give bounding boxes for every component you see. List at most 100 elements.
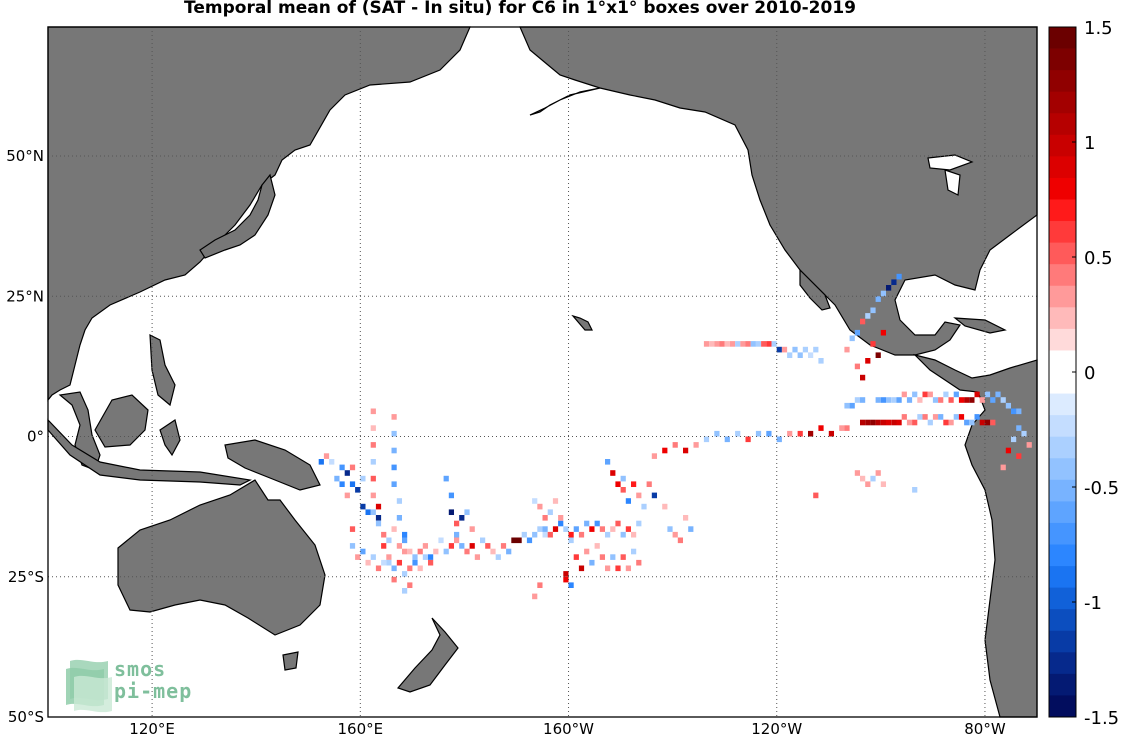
heatmap-cell <box>818 358 824 364</box>
colorbar-segment <box>1049 27 1076 49</box>
heatmap-cell <box>454 537 460 544</box>
heatmap-cell <box>495 554 501 560</box>
heatmap-cell <box>1016 425 1022 431</box>
heatmap-cell <box>667 526 673 532</box>
heatmap-cell <box>865 481 871 488</box>
heatmap-cell <box>1011 436 1017 443</box>
heatmap-cell <box>651 453 658 459</box>
heatmap-cell <box>615 565 621 572</box>
heatmap-cell <box>896 419 902 426</box>
heatmap-cell <box>339 464 345 471</box>
logo-text-smos: smos <box>114 657 167 681</box>
colorbar-segment <box>1049 415 1076 438</box>
heatmap-cell <box>984 391 991 398</box>
heatmap-cell <box>719 341 725 347</box>
heatmap-cell <box>870 419 876 426</box>
heatmap-cell <box>854 397 861 403</box>
heatmap-cell <box>943 419 949 426</box>
heatmap-cell <box>1016 408 1022 415</box>
map-frame-border <box>47 26 1038 718</box>
heatmap-cell <box>729 341 736 347</box>
heatmap-cell <box>891 397 897 403</box>
heatmap-cell <box>735 341 741 347</box>
heatmap-cell <box>750 341 756 347</box>
heatmap-cell <box>537 526 543 532</box>
colorbar-segment <box>1049 501 1076 524</box>
heatmap-cell <box>474 554 481 560</box>
heatmap-cell <box>349 481 356 488</box>
heatmap-cell <box>552 526 559 532</box>
heatmap-cell <box>391 430 397 437</box>
heatmap-cell <box>589 559 595 566</box>
heatmap-cell <box>402 588 408 594</box>
heatmap-cell <box>875 470 881 476</box>
heatmap-cell <box>334 475 340 482</box>
lake-michigan <box>944 169 961 196</box>
heatmap-cell <box>912 391 918 398</box>
heatmap-cell <box>610 554 616 560</box>
colorbar-segment <box>1049 544 1076 567</box>
heatmap-cell <box>568 582 574 589</box>
heatmap-cell <box>375 515 382 521</box>
colorbar-segment <box>1049 199 1076 222</box>
colorbar-segment <box>1049 436 1076 459</box>
colorbar-segment <box>1049 264 1076 287</box>
heatmap-cell <box>568 537 574 544</box>
heatmap-cell <box>672 442 678 448</box>
heatmap-cell <box>599 526 606 532</box>
heatmap-cell <box>329 459 335 465</box>
heatmap-cell <box>448 543 455 549</box>
lat-tick-label: 25°S <box>8 568 44 586</box>
heatmap-cell <box>417 548 423 555</box>
heatmap-cell <box>563 526 569 532</box>
colorbar-segment <box>1049 479 1076 502</box>
colorbar-segment <box>1049 630 1076 653</box>
heatmap-cell <box>511 537 517 544</box>
landmass-tasmania <box>282 651 299 671</box>
heatmap-cell <box>443 475 449 482</box>
heatmap-cell <box>428 554 434 560</box>
heatmap-cell <box>703 341 710 347</box>
heatmap-cell <box>1026 442 1032 448</box>
heatmap-cell <box>688 526 694 532</box>
heatmap-cell <box>771 341 777 347</box>
colorbar-tick-label: -1.5 <box>1084 708 1119 729</box>
heatmap-cell <box>745 341 751 347</box>
heatmap-cell <box>542 526 548 532</box>
heatmap-cell <box>391 565 397 572</box>
lake-superior <box>927 154 974 171</box>
heatmap-cell <box>443 548 449 555</box>
heatmap-cell <box>584 548 590 555</box>
heatmap-cell <box>969 419 975 426</box>
heatmap-cell <box>532 531 538 538</box>
lon-tick-label: 120°E <box>129 720 175 738</box>
heatmap-cell <box>370 408 376 415</box>
heatmap-cell <box>631 531 637 538</box>
heatmap-cell <box>480 537 486 544</box>
heatmap-cell <box>1000 464 1006 471</box>
heatmap-cell <box>917 397 923 403</box>
heatmap-cell <box>344 470 350 476</box>
heatmap-cell <box>990 419 996 426</box>
heatmap-cell <box>677 537 684 544</box>
heatmap-cell <box>448 509 455 516</box>
colorbar-segment <box>1049 372 1076 394</box>
landmass-philippines <box>149 334 176 407</box>
graticule <box>48 27 1037 717</box>
heatmap-cell <box>485 543 491 549</box>
heatmap-cell <box>589 526 595 532</box>
heatmap-cell <box>761 341 767 347</box>
heatmap-cell <box>808 352 814 359</box>
heatmap-cell <box>906 419 913 426</box>
heatmap-cell <box>943 391 949 398</box>
heatmap-cell <box>594 543 600 549</box>
heatmap-cell <box>412 554 418 560</box>
heatmap-cell <box>620 554 626 560</box>
heatmap-cell <box>360 475 366 482</box>
heatmap-cell <box>375 565 382 572</box>
heatmap-cell <box>396 559 403 566</box>
heatmap-cell <box>776 436 782 443</box>
colorbar-segment <box>1049 221 1076 244</box>
heatmap-cell <box>375 520 382 527</box>
